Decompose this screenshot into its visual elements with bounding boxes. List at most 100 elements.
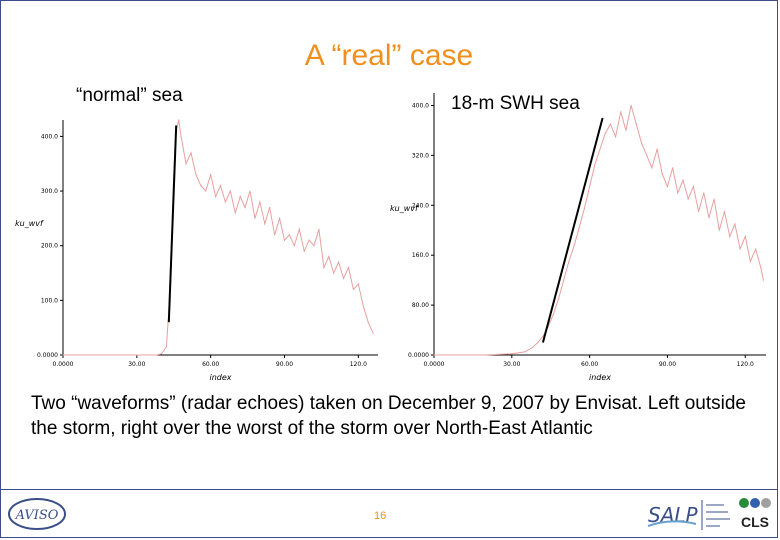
right-waveform-point [692, 185, 694, 188]
left-y-tick-label: 100.0 [41, 297, 58, 304]
left-waveform-point [269, 206, 271, 209]
left-waveform-point [357, 283, 359, 285]
cls-logo-text: CLS [741, 514, 769, 530]
left-y-axis-label: ku_wvf [15, 219, 44, 228]
right-waveform-point [599, 148, 601, 150]
right-x-tick-label: 30.00 [503, 361, 520, 368]
left-x-tick-label: 120.0 [350, 361, 367, 368]
left-waveform-point [342, 277, 345, 280]
right-y-tick-label: 0.0000 [408, 352, 429, 359]
left-x-tick-label: 30.00 [128, 361, 145, 368]
right-y-tick-label: 80.00 [412, 302, 429, 309]
right-waveform-point [531, 346, 534, 349]
left-y-tick-label: 200.0 [41, 243, 58, 250]
right-waveform-point [552, 313, 554, 316]
right-waveform-point [677, 192, 679, 194]
left-waveform-point [224, 201, 227, 203]
footer: AVISO 16 SALP CLS [1, 489, 777, 538]
cls-logo: CLS [739, 498, 771, 530]
right-waveform-point [583, 207, 586, 210]
right-waveform-point [511, 353, 513, 355]
right-y-tick-label: 160.0 [412, 252, 429, 259]
left-waveform-line [63, 119, 374, 356]
left-waveform-point [338, 261, 340, 263]
left-waveform-point [298, 228, 300, 230]
left-x-tick-label: 60.00 [202, 361, 219, 368]
left-waveform-point [288, 234, 291, 236]
left-waveform-point [62, 354, 64, 356]
left-waveform-point [214, 195, 217, 198]
left-waveform-point [278, 217, 281, 219]
right-y-tick-label: 320.0 [412, 152, 429, 159]
left-waveform-point [313, 245, 315, 247]
left-x-tick-label: 90.00 [276, 361, 293, 368]
right-x-tick-label: 120.0 [737, 361, 754, 368]
right-waveform-point [661, 173, 663, 175]
right-waveform-point [718, 229, 720, 231]
chart-normal-sea: 0.0000 30.00 60.00 90.00 120.0 0.0000 100.0 200… [15, 119, 378, 382]
left-leading-edge-line [167, 125, 178, 323]
left-waveform-point [239, 195, 241, 198]
right-waveform-point [666, 185, 669, 188]
right-waveform-point [656, 148, 658, 150]
left-waveform-point [254, 217, 256, 219]
right-waveform-point [762, 279, 765, 281]
left-waveform-point [155, 354, 158, 356]
right-waveform-point [734, 223, 736, 225]
left-waveform-point [323, 266, 325, 269]
left-x-tick-label: 0.0000 [53, 361, 74, 368]
left-waveform-point [367, 321, 369, 323]
right-waveform-point [573, 245, 575, 247]
left-waveform-point [244, 206, 246, 209]
left-waveform-point [160, 353, 163, 355]
panel-label-18m-swh-sea: 18-m SWH sea [451, 93, 580, 114]
page-number: 16 [374, 510, 387, 522]
left-waveform-point [303, 250, 305, 252]
right-waveform-point [557, 298, 560, 300]
left-x-axis-label: index [209, 373, 231, 382]
right-y-tick-label: 240.0 [412, 202, 429, 209]
right-waveform-point [739, 248, 741, 250]
left-y-tick-label: 300.0 [41, 188, 58, 195]
left-waveform-point [190, 152, 192, 154]
right-waveform-point [620, 111, 622, 113]
right-waveform-point [524, 351, 526, 353]
left-waveform-point [249, 190, 251, 192]
left-waveform-point [178, 119, 180, 121]
slide-caption: Two “waveforms” (radar echoes) taken on … [31, 393, 746, 439]
right-x-axis-label: index [589, 373, 611, 382]
right-waveform-point [651, 167, 653, 169]
right-leading-edge-line [541, 117, 604, 343]
left-waveform-point [333, 272, 335, 274]
right-waveform-point [729, 235, 731, 238]
left-waveform-point [136, 354, 138, 356]
left-waveform-point [347, 266, 350, 269]
panel-label-normal-sea: “normal” sea [76, 85, 183, 106]
chart-18m-swh-sea: 0.0000 30.00 60.00 90.00 120.0 0.0000 80.00 160… [390, 93, 766, 382]
right-x-tick-label: 90.00 [659, 361, 676, 368]
right-waveform-point [614, 136, 617, 138]
left-waveform-point [180, 135, 182, 137]
salp-logo: SALP [647, 500, 730, 530]
left-waveform-point [87, 354, 89, 356]
right-y-tick-label: 400.0 [412, 102, 429, 109]
right-waveform-point [646, 154, 648, 156]
right-waveform-point [640, 142, 643, 144]
aviso-logo: AVISO [8, 498, 66, 530]
right-waveform-point [485, 354, 487, 356]
right-waveform-point [635, 123, 637, 125]
left-waveform-point [229, 190, 231, 192]
left-waveform-point [111, 354, 113, 356]
right-waveform-point [708, 217, 710, 219]
left-waveform-point [264, 223, 266, 225]
left-waveform-point [274, 234, 276, 236]
left-waveform-point [328, 256, 330, 258]
left-waveform-point [219, 184, 222, 187]
left-waveform-point [318, 228, 320, 230]
left-waveform-point [372, 332, 374, 334]
right-waveform-point [568, 260, 570, 263]
right-x-tick-label: 0.0000 [424, 361, 445, 368]
left-waveform-point [185, 163, 187, 165]
right-waveform-point [578, 226, 580, 228]
